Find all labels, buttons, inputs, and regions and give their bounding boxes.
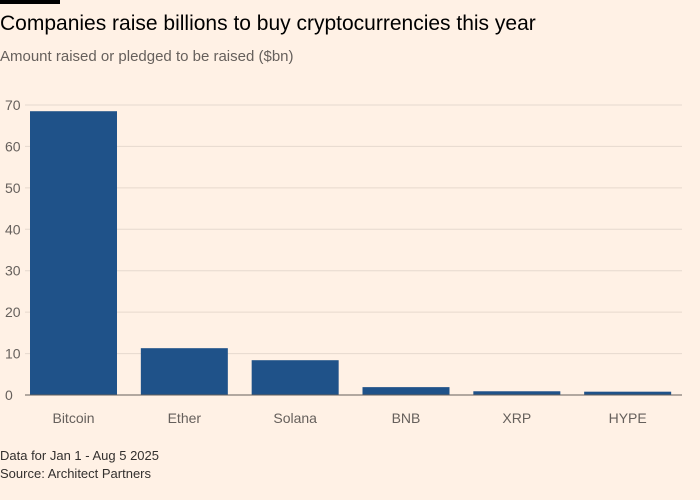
x-tick-label: Solana <box>273 410 317 426</box>
y-axis-ticks: 0 10 20 30 40 50 60 70 <box>5 97 21 403</box>
y-tick-label: 50 <box>5 180 21 196</box>
x-axis-ticks: Bitcoin Ether Solana BNB XRP HYPE <box>52 410 646 426</box>
bar-bitcoin <box>30 111 117 395</box>
chart-title: Companies raise billions to buy cryptocu… <box>0 12 536 35</box>
bar-chart: 0 10 20 30 40 50 60 70 Bitcoin Ether Solana BNB XRP… <box>5 97 682 426</box>
y-tick-label: 60 <box>5 138 21 154</box>
y-tick-label: 10 <box>5 346 21 362</box>
chart-subtitle: Amount raised or pledged to be raised ($… <box>0 48 294 65</box>
y-tick-label: 0 <box>5 387 13 403</box>
data-note: Data for Jan 1 - Aug 5 2025 <box>0 448 159 463</box>
y-tick-label: 70 <box>5 97 21 113</box>
bar-ether <box>140 348 228 395</box>
bars <box>30 111 672 395</box>
y-tick-label: 20 <box>5 304 21 320</box>
bar-solana <box>251 360 339 395</box>
source-note: Source: Architect Partners <box>0 466 152 481</box>
bar-bnb <box>362 387 450 395</box>
y-tick-label: 40 <box>5 221 21 237</box>
x-tick-label: Bitcoin <box>52 410 94 426</box>
x-tick-label: Ether <box>168 410 202 426</box>
x-tick-label: XRP <box>502 410 531 426</box>
x-tick-label: HYPE <box>609 410 647 426</box>
top-accent-bar <box>0 0 60 4</box>
grid-layer <box>25 104 682 355</box>
bar-hype <box>584 391 672 395</box>
y-tick-label: 30 <box>5 263 21 279</box>
bar-xrp <box>473 391 561 395</box>
x-tick-label: BNB <box>392 410 421 426</box>
